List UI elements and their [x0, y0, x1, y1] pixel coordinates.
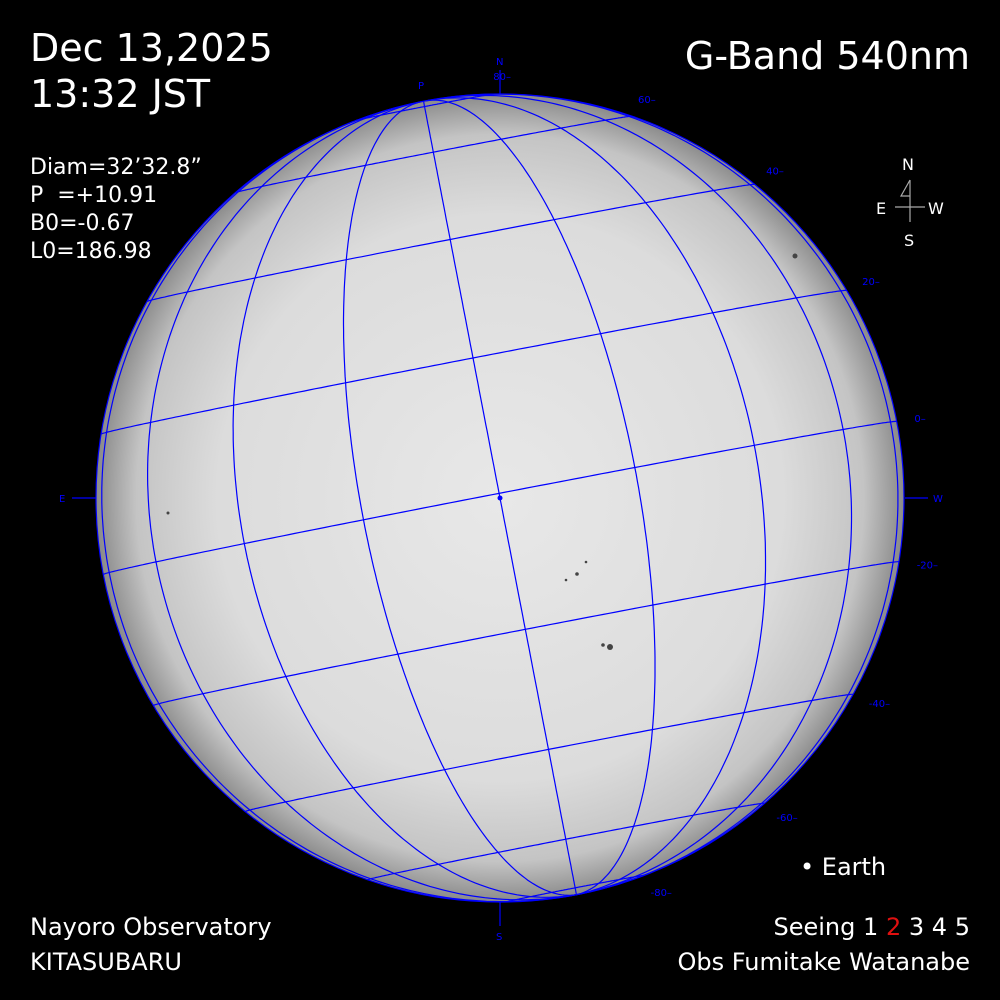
- param-b0: B0=-0.67: [30, 211, 135, 236]
- wavelength-band: G-Band 540nm: [684, 34, 970, 78]
- sunspots: [166, 253, 798, 650]
- sunspot: [607, 644, 613, 650]
- seeing-label: Seeing: [773, 913, 856, 941]
- latitude-label: 20–: [862, 277, 880, 288]
- compass-e: E: [876, 199, 887, 218]
- earth-marker: • Earth: [800, 853, 887, 881]
- latitude-label: -80–: [651, 888, 672, 899]
- latitude-label: -60–: [776, 813, 797, 824]
- axis-ticks: [72, 70, 928, 926]
- heliographic-grid: [95, 93, 905, 903]
- center-dot: [497, 495, 503, 501]
- disk-label-w: W: [933, 494, 943, 505]
- longitude-line: [232, 101, 577, 898]
- compass-s: S: [904, 231, 915, 250]
- pole-label: P: [418, 81, 424, 92]
- compass-rose: [895, 179, 925, 222]
- latitude-label: 40–: [766, 167, 784, 178]
- param-diam: Diam=32’32.8”: [30, 155, 202, 180]
- compass-n: N: [902, 155, 914, 174]
- seeing-2: 2: [885, 913, 902, 941]
- observatory-name: Nayoro Observatory: [30, 913, 272, 941]
- longitude-line: [147, 103, 577, 901]
- observation-date: Dec 13,2025: [30, 26, 273, 70]
- longitude-line: [101, 106, 577, 903]
- telescope-name: KITASUBARU: [30, 948, 182, 976]
- seeing-5: 5: [954, 913, 970, 941]
- longitude-line: [342, 101, 577, 896]
- param-l0: L0=186.98: [30, 239, 152, 264]
- compass-w: W: [928, 199, 944, 218]
- disk-label-n: N: [496, 57, 503, 68]
- disk-label-e: E: [59, 494, 65, 505]
- latitude-label: 60–: [638, 95, 656, 106]
- sunspot: [601, 643, 605, 647]
- seeing-scale: Seeing 1 2 3 4 5: [774, 912, 971, 942]
- param-p: P =+10.91: [30, 183, 158, 208]
- longitude-line: [450, 93, 899, 896]
- sunspot: [166, 511, 170, 515]
- latitude-label: -20–: [917, 561, 938, 572]
- latitude-label: 80–: [493, 72, 511, 83]
- sunspot: [564, 578, 568, 582]
- observation-time: 13:32 JST: [30, 72, 211, 116]
- longitude-line: [435, 94, 853, 896]
- sunspot: [792, 253, 798, 259]
- seeing-4: 4: [931, 913, 948, 941]
- seeing-3: 3: [908, 913, 925, 941]
- observer-name: Obs Fumitake Watanabe: [677, 948, 971, 976]
- longitude-line: [425, 99, 656, 896]
- latitude-label: 0–: [914, 414, 925, 425]
- latitude-label: -40–: [869, 699, 890, 710]
- sunspot: [584, 560, 588, 564]
- seeing-1: 1: [863, 913, 879, 941]
- disk-label-s: S: [496, 932, 502, 943]
- sunspot: [575, 572, 579, 576]
- longitude-line: [427, 97, 767, 896]
